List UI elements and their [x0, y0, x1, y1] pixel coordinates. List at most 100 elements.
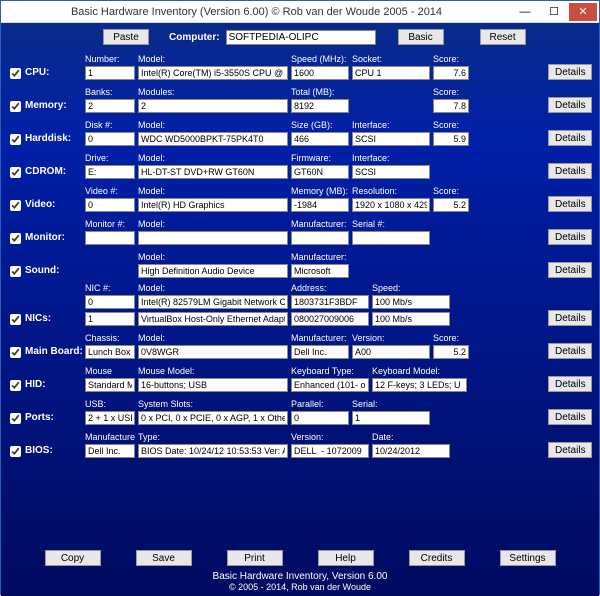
content-area: Paste Computer: Basic Reset CPU: Number:…: [1, 23, 599, 596]
video-score[interactable]: [433, 198, 469, 212]
paste-button[interactable]: Paste: [103, 29, 149, 45]
nics-checkbox[interactable]: [10, 314, 21, 325]
monitor-num[interactable]: [85, 231, 135, 245]
video-checkbox[interactable]: [10, 200, 21, 211]
help-button[interactable]: Help: [318, 550, 374, 566]
reset-button[interactable]: Reset: [480, 29, 526, 45]
harddisk-size[interactable]: [291, 132, 349, 146]
mainboard-manufacturer[interactable]: [291, 345, 349, 359]
ports-checkbox[interactable]: [10, 413, 21, 424]
sound-model[interactable]: [138, 264, 288, 278]
maximize-button[interactable]: ☐: [540, 3, 568, 21]
mainboard-score[interactable]: [433, 345, 469, 359]
cdrom-checkbox[interactable]: [10, 167, 21, 178]
cpu-checkbox[interactable]: [10, 68, 21, 79]
nics-details-button[interactable]: Details: [548, 310, 592, 326]
monitor-checkbox[interactable]: [10, 233, 21, 244]
ports-details-button[interactable]: Details: [548, 409, 592, 425]
mainboard-details-button[interactable]: Details: [548, 343, 592, 359]
sound-manufacturer[interactable]: [291, 264, 349, 278]
video-num[interactable]: [85, 198, 135, 212]
print-button[interactable]: Print: [227, 550, 283, 566]
nic0-address[interactable]: [291, 295, 369, 309]
ports-serial[interactable]: [352, 411, 430, 425]
memory-score[interactable]: [433, 99, 469, 113]
ports-parallel[interactable]: [291, 411, 349, 425]
cdrom-firmware[interactable]: [291, 165, 349, 179]
memory-checkbox[interactable]: [10, 101, 21, 112]
minimize-button[interactable]: —: [511, 3, 539, 21]
harddisk-num[interactable]: [85, 132, 135, 146]
video-details-button[interactable]: Details: [548, 196, 592, 212]
hid-details-button[interactable]: Details: [548, 376, 592, 392]
hid-label: HID:: [23, 379, 85, 392]
harddisk-details-button[interactable]: Details: [548, 130, 592, 146]
monitor-manufacturer[interactable]: [291, 231, 349, 245]
close-button[interactable]: ✕: [569, 3, 597, 21]
nic0-num[interactable]: [85, 295, 135, 309]
save-button[interactable]: Save: [136, 550, 192, 566]
nic0-model[interactable]: [138, 295, 288, 309]
monitor-serial[interactable]: [352, 231, 430, 245]
cpu-details-button[interactable]: Details: [548, 64, 592, 80]
cpu-number[interactable]: [85, 66, 135, 80]
mainboard-chassis[interactable]: [85, 345, 135, 359]
harddisk-score[interactable]: [433, 132, 469, 146]
cpu-speed[interactable]: [291, 66, 349, 80]
monitor-model[interactable]: [138, 231, 288, 245]
harddisk-interface[interactable]: [352, 132, 430, 146]
cdrom-drive[interactable]: [85, 165, 135, 179]
video-resolution[interactable]: [352, 198, 430, 212]
bios-details-button[interactable]: Details: [548, 442, 592, 458]
nic0-speed[interactable]: [372, 295, 450, 309]
sound-details-button[interactable]: Details: [548, 262, 592, 278]
cpu-model[interactable]: [138, 66, 288, 80]
cdrom-model[interactable]: [138, 165, 288, 179]
nic1-model[interactable]: [138, 312, 288, 326]
titlebar[interactable]: Basic Hardware Inventory (Version 6.00) …: [1, 1, 599, 23]
memory-banks[interactable]: [85, 99, 135, 113]
monitor-details-button[interactable]: Details: [548, 229, 592, 245]
basic-button[interactable]: Basic: [398, 29, 444, 45]
hardware-rows: CPU: Number: Model: Speed (MHz): Socket:…: [7, 49, 593, 544]
row-cpu: CPU: Number: Model: Speed (MHz): Socket:…: [7, 49, 593, 82]
monitor-label: Monitor:: [23, 232, 85, 245]
credits-button[interactable]: Credits: [409, 550, 465, 566]
video-memory[interactable]: [291, 198, 349, 212]
ports-slots[interactable]: [138, 411, 288, 425]
hid-mousemodel[interactable]: [138, 378, 288, 392]
cpu-socket[interactable]: [352, 66, 430, 80]
cdrom-interface[interactable]: [352, 165, 430, 179]
harddisk-checkbox[interactable]: [10, 134, 21, 145]
sound-checkbox[interactable]: [10, 266, 21, 277]
bios-date[interactable]: [372, 444, 450, 458]
nic1-num[interactable]: [85, 312, 135, 326]
copy-button[interactable]: Copy: [45, 550, 101, 566]
memory-modules[interactable]: [138, 99, 288, 113]
hid-mousetype[interactable]: [85, 378, 135, 392]
mainboard-checkbox[interactable]: [10, 347, 21, 358]
cdrom-details-button[interactable]: Details: [548, 163, 592, 179]
ports-label: Ports:: [23, 412, 85, 425]
hid-kbtype[interactable]: [291, 378, 369, 392]
settings-button[interactable]: Settings: [500, 550, 556, 566]
cpu-score[interactable]: [433, 66, 469, 80]
nic1-speed[interactable]: [372, 312, 450, 326]
nic1-address[interactable]: [291, 312, 369, 326]
bios-type[interactable]: [138, 444, 288, 458]
memory-details-button[interactable]: Details: [548, 97, 592, 113]
video-model[interactable]: [138, 198, 288, 212]
harddisk-model[interactable]: [138, 132, 288, 146]
mainboard-model[interactable]: [138, 345, 288, 359]
row-bios: BIOS: Manufacturer: Type: Version: Date:: [7, 427, 593, 460]
ports-usb[interactable]: [85, 411, 135, 425]
mainboard-version[interactable]: [352, 345, 430, 359]
computer-label: Computer:: [169, 32, 220, 43]
bios-version[interactable]: [291, 444, 369, 458]
hid-kbmodel[interactable]: [372, 378, 467, 392]
computer-input[interactable]: [226, 30, 376, 45]
hid-checkbox[interactable]: [10, 380, 21, 391]
bios-manufacturer[interactable]: [85, 444, 135, 458]
memory-total[interactable]: [291, 99, 349, 113]
bios-checkbox[interactable]: [10, 446, 21, 457]
